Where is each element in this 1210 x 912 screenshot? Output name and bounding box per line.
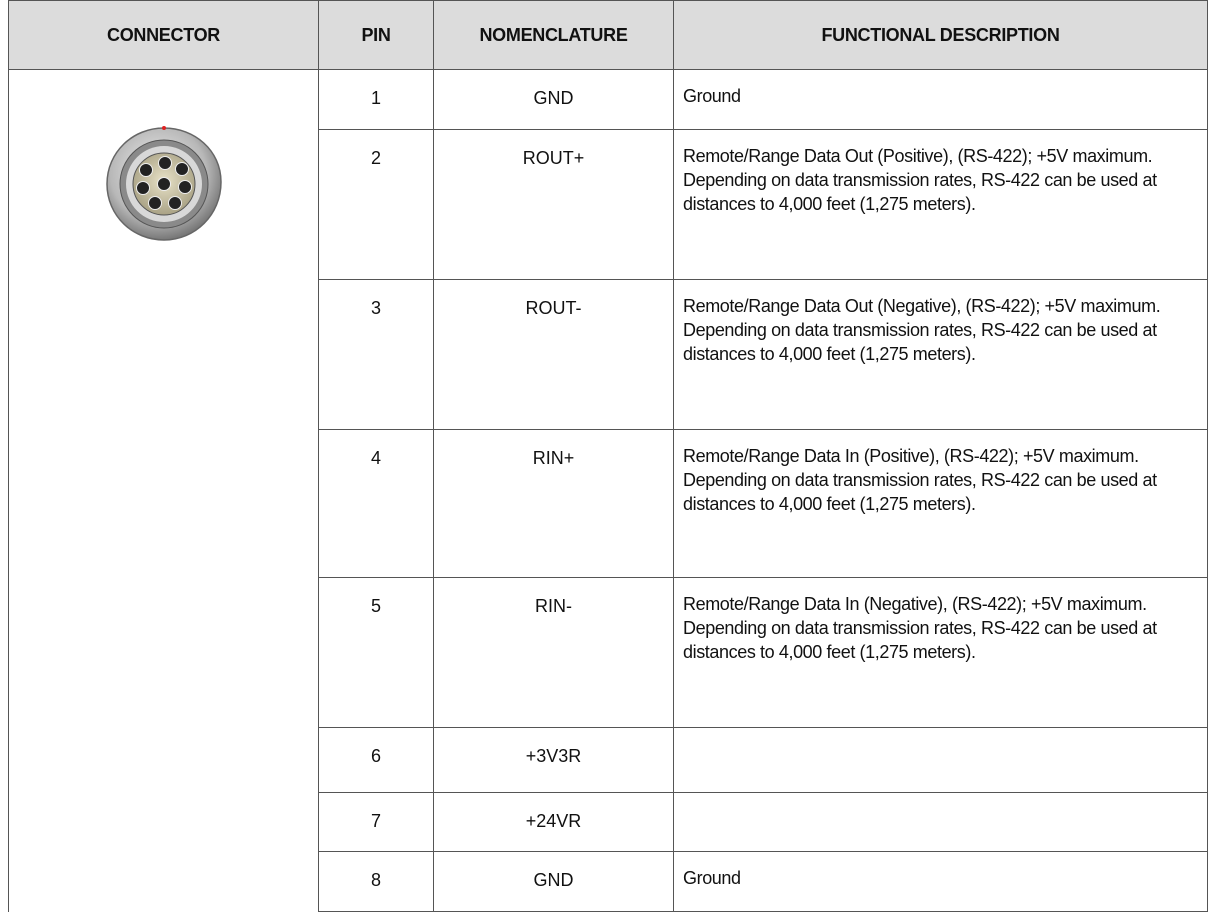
header-cell: FUNCTIONAL DESCRIPTION xyxy=(673,0,1208,70)
nomenclature-cell: +24VR xyxy=(433,792,674,852)
nomenclature-cell: GND xyxy=(433,69,674,130)
description-cell: Remote/Range Data Out (Negative), (RS-42… xyxy=(673,279,1208,430)
pin-cell: 7 xyxy=(318,792,434,852)
pin-cell: 1 xyxy=(318,69,434,130)
header-row: CONNECTOR PIN NOMENCLATURE FUNCTIONAL DE… xyxy=(8,0,1208,70)
pin-cell: 2 xyxy=(318,129,434,280)
nomenclature-cell: ROUT- xyxy=(433,279,674,430)
description-cell xyxy=(673,792,1208,852)
pin-cell: 4 xyxy=(318,429,434,578)
table-row: 1 GND Ground xyxy=(8,69,1208,912)
table-body: 1 GND Ground 2 ROUT+ Remote/Range Data Out (P… xyxy=(8,69,1208,912)
connector-image xyxy=(105,126,222,241)
pin-cell: 5 xyxy=(318,577,434,728)
header-cell: NOMENCLATURE xyxy=(433,0,674,70)
description-cell: Ground xyxy=(673,69,1208,130)
table-row: 2 ROUT+ Remote/Range Data Out (Positive), … xyxy=(9,129,1208,280)
table-row: 4 RIN+ Remote/Range Data In (Positive), (R… xyxy=(9,429,1208,578)
nomenclature-cell: RIN+ xyxy=(433,429,674,578)
description-cell: Ground xyxy=(673,851,1208,912)
table-row: 7 +24VR xyxy=(9,792,1208,852)
table-row: 3 ROUT- Remote/Range Data Out (Negative), … xyxy=(9,279,1208,430)
nomenclature-cell: GND xyxy=(433,851,674,912)
table-row: 6 +3V3R xyxy=(9,727,1208,793)
description-cell: Remote/Range Data In (Positive), (RS-422… xyxy=(673,429,1208,578)
header-cell: PIN xyxy=(318,0,434,70)
description-cell: Remote/Range Data Out (Positive), (RS-42… xyxy=(673,129,1208,280)
description-cell xyxy=(673,727,1208,793)
nomenclature-cell: ROUT+ xyxy=(433,129,674,280)
pin-cell: 6 xyxy=(318,727,434,793)
connector-cell xyxy=(8,69,319,912)
description-cell: Remote/Range Data In (Negative), (RS-422… xyxy=(673,577,1208,728)
nomenclature-cell: +3V3R xyxy=(433,727,674,793)
pin-cell: 3 xyxy=(318,279,434,430)
pinout-table: CONNECTOR PIN NOMENCLATURE FUNCTIONAL DE… xyxy=(8,0,1208,912)
pin-cell: 8 xyxy=(318,851,434,912)
table-row: 5 RIN- Remote/Range Data In (Negative), (R… xyxy=(9,577,1208,728)
nomenclature-cell: RIN- xyxy=(433,577,674,728)
header-cell: CONNECTOR xyxy=(8,0,319,70)
